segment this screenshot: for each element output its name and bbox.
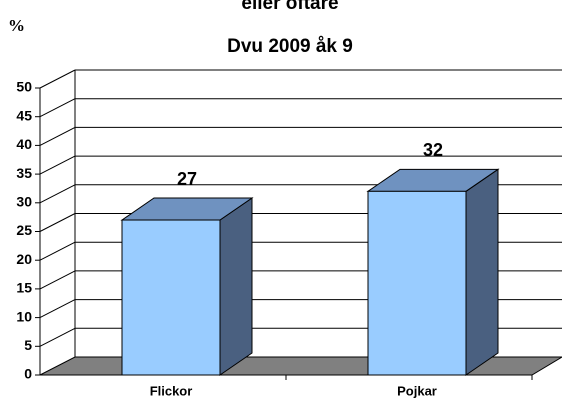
y-tick-label: 0 <box>24 366 32 382</box>
y-tick-label: 35 <box>16 165 32 181</box>
x-tick-label: Pojkar <box>397 383 437 398</box>
y-tick-label: 50 <box>16 79 32 95</box>
grid-line <box>39 327 76 347</box>
grid-line <box>39 126 76 146</box>
y-tick-label: 25 <box>16 222 32 238</box>
data-label: 32 <box>423 140 443 160</box>
y-tick-label: 15 <box>16 280 32 296</box>
data-label: 27 <box>177 169 197 189</box>
y-tick-label: 30 <box>16 194 32 210</box>
y-tick-label: 40 <box>16 136 32 152</box>
grid-line <box>39 184 76 204</box>
bar-side <box>219 197 253 376</box>
y-axis-label: % <box>8 16 25 35</box>
chart-title: eller oftare <box>241 0 338 14</box>
y-tick-label: 5 <box>24 337 32 353</box>
y-tick-label: 45 <box>16 107 32 123</box>
chart-subtitle: Dvu 2009 åk 9 <box>227 36 353 57</box>
bar <box>367 190 467 376</box>
grid-line <box>39 270 76 290</box>
bar-side <box>465 168 499 376</box>
grid-line <box>39 241 76 261</box>
grid-line <box>39 155 76 175</box>
grid-line <box>39 69 76 89</box>
grid-line <box>39 98 76 118</box>
y-tick-label: 10 <box>16 308 32 324</box>
y-tick-label: 20 <box>16 251 32 267</box>
bar <box>121 219 221 376</box>
x-tick-label: Flickor <box>150 383 193 398</box>
grid-line <box>39 299 76 319</box>
grid-line <box>39 213 76 232</box>
